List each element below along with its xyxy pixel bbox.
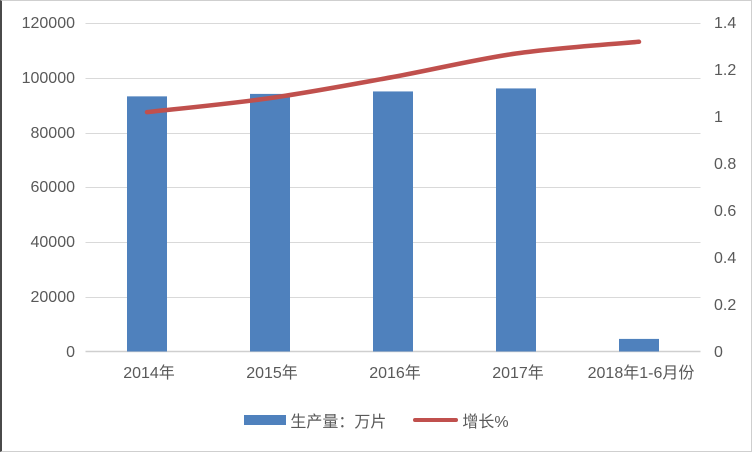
- left-axis-tick: 0: [66, 343, 75, 361]
- production-bar-1: [250, 93, 290, 352]
- left-axis-tick: 60000: [30, 179, 76, 197]
- right-axis-tick: 0: [714, 343, 723, 361]
- x-axis-category: 2014年: [123, 365, 175, 382]
- legend-item-production: 生产量：万片: [244, 408, 386, 432]
- left-axis-tick: 40000: [30, 234, 76, 251]
- legend-swatch-line-icon: [413, 418, 459, 422]
- x-axis-category: 2017年: [492, 365, 544, 382]
- right-axis-tick: 0.4: [714, 249, 737, 267]
- right-axis-tick: 1.2: [714, 61, 737, 79]
- production-bar-0: [127, 96, 167, 352]
- left-axis-tick: 120000: [21, 15, 75, 32]
- right-axis-tick: 0.8: [714, 155, 737, 173]
- chart-legend: 生产量：万片 增长%: [2, 408, 751, 432]
- x-axis-category: 2015年: [246, 365, 298, 382]
- left-axis-tick: 20000: [30, 288, 76, 306]
- legend-item-growth: 增长%: [413, 408, 509, 432]
- legend-label-growth: 增长%: [462, 414, 509, 431]
- production-bar-3: [496, 88, 536, 352]
- growth-line: [144, 39, 642, 115]
- left-axis-tick: 80000: [30, 124, 76, 142]
- right-axis-tick: 0.2: [714, 296, 737, 314]
- right-axis-tick: 1.4: [714, 15, 737, 32]
- legend-label-production: 生产量：万片: [290, 414, 387, 431]
- right-axis-tick: 0.6: [714, 202, 737, 220]
- production-bar-2: [373, 91, 413, 352]
- left-axis-tick: 100000: [21, 69, 75, 87]
- production-bar-4: [619, 338, 659, 352]
- right-axis-tick: 1: [714, 108, 723, 126]
- x-axis-category: 2016年: [369, 365, 421, 382]
- legend-swatch-bar-icon: [244, 415, 287, 425]
- x-axis-category: 2018年1-6月份: [587, 365, 695, 382]
